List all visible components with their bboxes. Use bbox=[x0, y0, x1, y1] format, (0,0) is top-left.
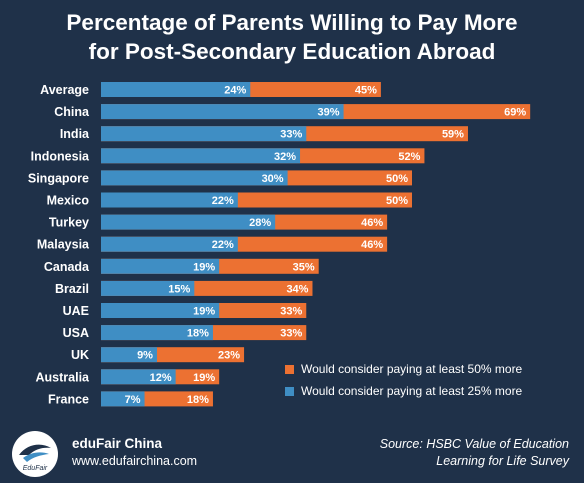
value-label-50-uk: 23% bbox=[218, 350, 240, 362]
bar-25-uae bbox=[101, 303, 220, 318]
value-label-50-china: 69% bbox=[504, 107, 526, 119]
value-label-50-canada: 35% bbox=[293, 261, 315, 273]
category-label-china: China bbox=[54, 105, 90, 119]
value-label-25-malaysia: 22% bbox=[212, 239, 234, 251]
category-label-mexico: Mexico bbox=[47, 194, 90, 208]
chart-title: Percentage of Parents Willing to Pay Mor… bbox=[0, 8, 584, 66]
value-label-25-uk: 9% bbox=[137, 350, 153, 362]
source-line-1: Source: HSBC Value of Education bbox=[379, 437, 569, 451]
bar-25-usa bbox=[101, 325, 213, 341]
value-label-50-average: 45% bbox=[355, 85, 377, 97]
value-label-50-turkey: 46% bbox=[361, 217, 383, 229]
value-label-50-brazil: 34% bbox=[286, 283, 308, 295]
bar-25-singapore bbox=[101, 170, 288, 186]
bar-25-turkey bbox=[101, 214, 276, 230]
legend-label-50: Would consider paying at least 50% more bbox=[301, 362, 523, 376]
source-note: Source: HSBC Value of Education Learning… bbox=[380, 436, 569, 470]
bar-25-canada bbox=[101, 258, 220, 274]
legend: Would consider paying at least 50% more … bbox=[285, 358, 522, 402]
edufair-logo: EduFair bbox=[11, 430, 59, 478]
brand-url[interactable]: www.edufairchina.com bbox=[72, 454, 198, 468]
bar-25-brazil bbox=[101, 280, 195, 296]
value-label-50-india: 59% bbox=[442, 129, 464, 141]
bar-25-indonesia bbox=[101, 148, 301, 164]
category-label-malaysia: Malaysia bbox=[37, 238, 90, 252]
category-label-uae: UAE bbox=[63, 304, 89, 318]
value-label-50-mexico: 50% bbox=[386, 195, 408, 207]
category-label-singapore: Singapore bbox=[28, 171, 89, 185]
bar-25-average bbox=[101, 82, 251, 97]
value-label-50-indonesia: 52% bbox=[398, 151, 420, 163]
value-label-50-malaysia: 46% bbox=[361, 239, 383, 251]
legend-swatch-blue bbox=[285, 386, 294, 396]
category-label-usa: USA bbox=[63, 326, 89, 340]
legend-item-25: Would consider paying at least 25% more bbox=[285, 380, 522, 402]
category-label-australia: Australia bbox=[36, 370, 91, 384]
value-label-50-singapore: 50% bbox=[386, 173, 408, 185]
legend-label-25: Would consider paying at least 25% more bbox=[301, 384, 523, 398]
category-label-average: Average bbox=[40, 83, 89, 97]
value-label-25-singapore: 30% bbox=[262, 173, 284, 185]
category-label-france: France bbox=[48, 392, 89, 406]
category-label-brazil: Brazil bbox=[55, 282, 89, 296]
bar-25-malaysia bbox=[101, 236, 238, 252]
value-label-25-mexico: 22% bbox=[212, 195, 234, 207]
brand-name: eduFair China bbox=[72, 436, 163, 451]
value-label-25-indonesia: 32% bbox=[274, 151, 296, 163]
title-line-2: for Post-Secondary Education Abroad bbox=[88, 39, 496, 64]
value-label-50-uae: 33% bbox=[280, 306, 302, 318]
source-line-2: Learning for Life Survey bbox=[436, 454, 569, 468]
category-label-indonesia: Indonesia bbox=[31, 149, 90, 163]
value-label-50-france: 18% bbox=[187, 394, 209, 406]
value-label-50-australia: 19% bbox=[193, 372, 215, 384]
value-label-25-france: 7% bbox=[125, 394, 141, 406]
value-label-25-australia: 12% bbox=[150, 372, 172, 384]
value-label-25-usa: 18% bbox=[187, 328, 209, 340]
value-label-25-uae: 19% bbox=[193, 306, 215, 318]
bar-25-china bbox=[101, 104, 344, 120]
legend-swatch-orange bbox=[285, 364, 294, 374]
title-line-1: Percentage of Parents Willing to Pay Mor… bbox=[66, 10, 518, 35]
value-label-25-canada: 19% bbox=[193, 261, 215, 273]
bar-25-uk bbox=[101, 347, 157, 363]
category-label-uk: UK bbox=[71, 348, 89, 362]
category-label-turkey: Turkey bbox=[49, 216, 89, 230]
legend-item-50: Would consider paying at least 50% more bbox=[285, 358, 522, 380]
bar-chart: Average 24% 45% China 39% 69% India 33% 59% Indon… bbox=[28, 82, 531, 407]
logo-text: EduFair bbox=[23, 465, 48, 472]
value-label-25-china: 39% bbox=[318, 107, 340, 119]
category-label-canada: Canada bbox=[44, 260, 90, 274]
value-label-25-brazil: 15% bbox=[168, 283, 190, 295]
bar-25-australia bbox=[101, 369, 176, 385]
bar-25-mexico bbox=[101, 192, 238, 208]
value-label-25-average: 24% bbox=[224, 85, 246, 97]
value-label-50-usa: 33% bbox=[280, 328, 302, 340]
value-label-25-turkey: 28% bbox=[249, 217, 271, 229]
category-label-india: India bbox=[60, 127, 90, 141]
bar-25-france bbox=[101, 391, 145, 407]
bar-25-india bbox=[101, 126, 307, 142]
value-label-25-india: 33% bbox=[280, 129, 302, 141]
logo-icon: EduFair bbox=[12, 431, 58, 477]
